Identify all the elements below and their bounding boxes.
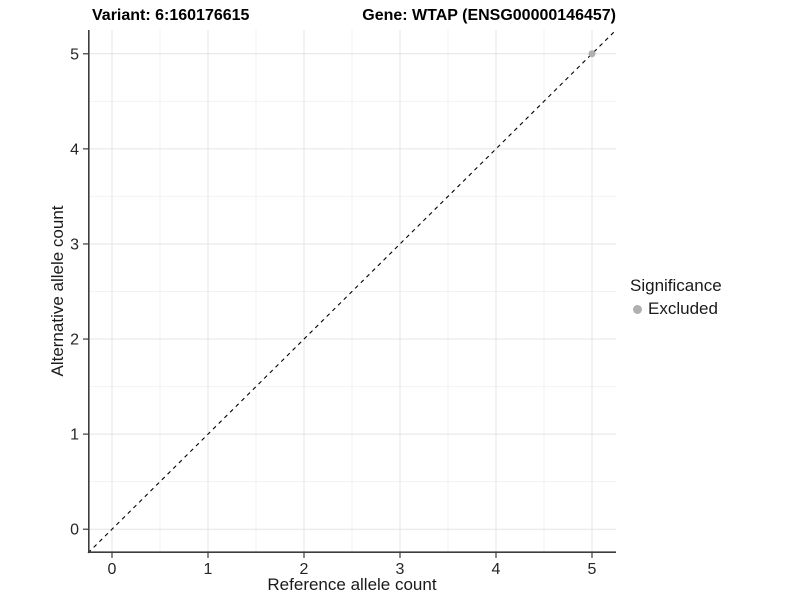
y-tick-label: 5 <box>70 46 79 63</box>
y-tick-label: 2 <box>70 332 79 349</box>
x-tick-label: 3 <box>396 561 405 578</box>
x-tick-label: 0 <box>108 561 117 578</box>
data-point-excluded <box>588 50 596 58</box>
legend-entry-label: Excluded <box>648 299 718 318</box>
x-axis-title: Reference allele count <box>267 575 437 594</box>
y-tick-label: 3 <box>70 236 79 253</box>
x-tick-label: 5 <box>588 561 597 578</box>
excluded-point-icon <box>633 304 642 314</box>
legend: Significance Excluded <box>630 276 722 319</box>
plot-panel: 0 1 2 3 4 5 0 1 2 3 4 5 <box>70 29 617 578</box>
y-tick-label: 1 <box>70 427 79 444</box>
y-tick-label: 0 <box>70 522 79 539</box>
x-tick-label: 2 <box>300 561 309 578</box>
plot-title-variant: Variant: 6:160176615 <box>92 7 250 24</box>
x-tick-label: 4 <box>492 561 501 578</box>
identity-dashed-line <box>87 29 617 554</box>
plot-title-gene: Gene: WTAP (ENSG00000146457) <box>362 7 616 24</box>
y-tick-label: 4 <box>70 141 79 158</box>
y-axis-title: Alternative allele count <box>48 205 67 377</box>
x-tick-label: 1 <box>204 561 213 578</box>
legend-title: Significance <box>630 276 722 295</box>
plot-canvas: 0 1 2 3 4 5 0 1 2 3 4 5 <box>70 29 617 578</box>
legend-entry-excluded: Excluded <box>630 299 722 319</box>
